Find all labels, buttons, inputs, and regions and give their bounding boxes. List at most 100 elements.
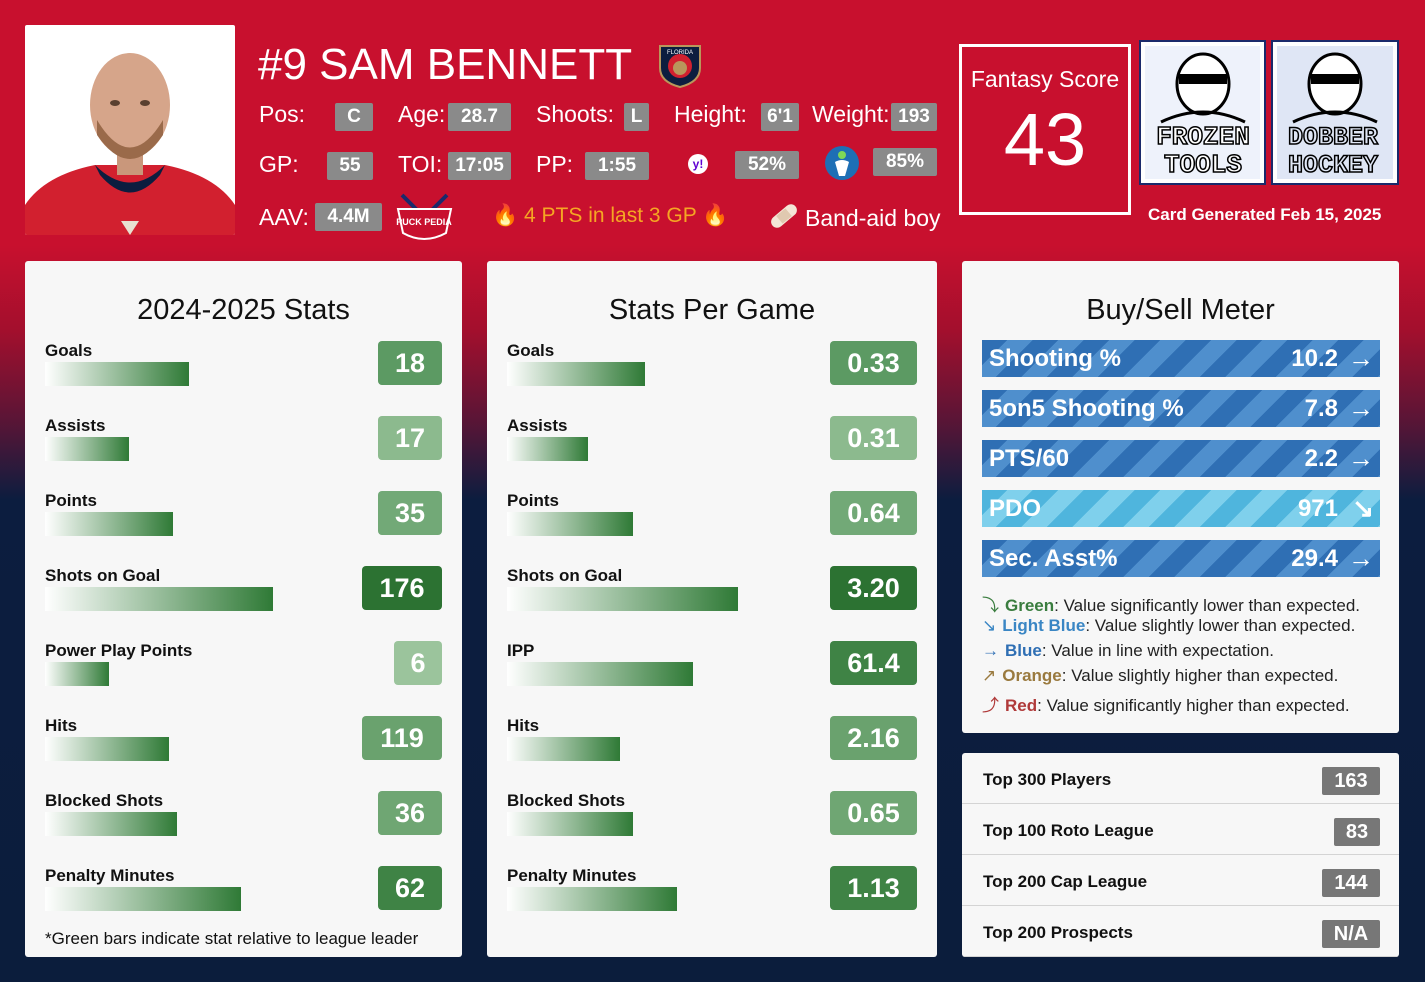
- stat-row: Points 0.64: [507, 491, 917, 561]
- stat-label: Hits: [507, 716, 540, 735]
- stat-bar: [507, 512, 633, 536]
- stat-bar: [507, 662, 693, 686]
- stat-label: Hits: [45, 716, 78, 735]
- legend-item: ⤴ Red: Value significantly higher than ex…: [982, 691, 1350, 716]
- ranking-value-badge: 83: [1334, 818, 1380, 846]
- dobber-hockey-logo[interactable]: DOBBER HOCKEY: [1271, 40, 1399, 185]
- meter-label: PTS/60: [989, 445, 1070, 472]
- stat-row: IPP 61.4: [507, 641, 917, 711]
- player-headshot-icon: [25, 53, 235, 235]
- meter-label: Shooting %: [989, 345, 1121, 372]
- stat-value-badge: 176: [362, 566, 442, 610]
- stat-label: Penalty Minutes: [45, 866, 175, 885]
- svg-text:DOBBER: DOBBER: [1288, 123, 1378, 152]
- shoots-badge: L: [624, 103, 649, 131]
- season-stats-title: 2024-2025 Stats: [137, 294, 350, 326]
- toi-badge: 17:05: [448, 152, 511, 180]
- fantasy-score-box: Fantasy Score 43: [959, 44, 1131, 215]
- stat-label: Power Play Points: [45, 641, 193, 660]
- meter-value: 10.2: [1291, 345, 1338, 372]
- stat-value-badge: 61.4: [830, 641, 917, 685]
- meter-label: Sec. Asst%: [989, 545, 1118, 572]
- hot-streak: 🔥 4 PTS in last 3 GP 🔥: [492, 204, 728, 228]
- trend-arrow-icon: →: [1348, 543, 1374, 573]
- stat-row: Points 35: [45, 491, 442, 561]
- legend-arrow-icon: ⤵: [982, 596, 999, 615]
- trend-arrow-icon: →: [1348, 443, 1374, 473]
- meter-value: 7.8: [1304, 395, 1338, 422]
- meter-label: PDO: [989, 495, 1042, 522]
- meter-value: 2.2: [1304, 445, 1338, 472]
- season-stats-note: *Green bars indicate stat relative to le…: [45, 929, 419, 948]
- ranking-row: Top 200 Prospects N/A: [962, 906, 1399, 957]
- stat-bar: [507, 887, 677, 911]
- stat-label: Assists: [507, 416, 568, 435]
- stat-value-badge: 119: [362, 716, 442, 760]
- stat-row: Goals 0.33: [507, 341, 917, 411]
- pos-label: Pos:: [259, 101, 306, 127]
- stat-row: Hits 119: [45, 716, 442, 786]
- stat-label: Blocked Shots: [45, 791, 164, 810]
- espn-fantasy-icon: [825, 146, 859, 180]
- stat-value-badge: 0.33: [830, 341, 917, 385]
- legend-item: ↗ Orange: Value slightly higher than expe…: [982, 666, 1338, 686]
- dobber-hockey-mascot-icon: DOBBER HOCKEY: [1277, 46, 1393, 181]
- stat-label: Goals: [45, 341, 93, 360]
- frozen-tools-logo[interactable]: FROZEN TOOLS: [1139, 40, 1266, 185]
- stat-row: Shots on Goal 3.20: [507, 566, 917, 636]
- aav-badge: 4.4M: [315, 203, 382, 231]
- legend-text: : Value significantly lower than expecte…: [1054, 596, 1360, 615]
- injury-text: Band-aid boy: [805, 205, 941, 231]
- meter-row: Sec. Asst% 29.4 →: [982, 540, 1380, 577]
- svg-text:PUCK PEDIA: PUCK PEDIA: [396, 217, 452, 227]
- ranking-label: Top 300 Players: [983, 770, 1112, 789]
- stat-row: Goals 18: [45, 341, 442, 411]
- pp-badge: 1:55: [585, 152, 649, 180]
- stat-bar: [45, 662, 109, 686]
- panthers-logo-icon: FLORIDA: [658, 40, 702, 89]
- stat-bar: [45, 887, 241, 911]
- stat-label: Shots on Goal: [45, 566, 161, 585]
- gp-badge: 55: [327, 152, 373, 180]
- meter-row: 5on5 Shooting % 7.8 →: [982, 390, 1380, 427]
- puckpedia-logo-icon[interactable]: PUCK PEDIA: [392, 187, 457, 245]
- stat-value-badge: 0.31: [830, 416, 917, 460]
- stat-row: Penalty Minutes 1.13: [507, 866, 917, 936]
- buy-sell-meter-panel: Buy/Sell Meter Shooting % 10.2 → 5on5 Shoot…: [962, 261, 1399, 733]
- stat-value-badge: 0.65: [830, 791, 917, 835]
- yahoo-icon: y!: [688, 154, 708, 174]
- stat-value-badge: 1.13: [830, 866, 917, 910]
- stat-value-badge: 18: [378, 341, 442, 385]
- stat-row: Shots on Goal 176: [45, 566, 442, 636]
- ranking-row: Top 300 Players 163: [962, 753, 1399, 804]
- ranking-value-badge: 163: [1322, 767, 1380, 795]
- ranking-label: Top 200 Cap League: [983, 872, 1148, 891]
- stat-row: Assists 0.31: [507, 416, 917, 486]
- legend-text: : Value slightly higher than expected.: [1061, 666, 1339, 685]
- stat-bar: [45, 737, 169, 761]
- pos-badge: C: [335, 103, 373, 131]
- legend-item: ↘ Light Blue: Value slightly lower than e…: [982, 616, 1355, 636]
- legend-key: Light Blue: [1002, 616, 1086, 635]
- pp-label: PP:: [536, 151, 574, 177]
- ranking-value-badge: 144: [1322, 869, 1380, 897]
- legend-text: : Value in line with expectation.: [1041, 641, 1274, 660]
- legend-arrow-icon: ⤴: [982, 696, 999, 715]
- trend-arrow-icon: →: [1348, 393, 1374, 423]
- ranking-label: Top 200 Prospects: [983, 923, 1133, 942]
- legend-key: Blue: [1005, 641, 1042, 660]
- ranking-label: Top 100 Roto League: [983, 821, 1154, 840]
- stat-label: Shots on Goal: [507, 566, 623, 585]
- svg-text:FLORIDA: FLORIDA: [667, 50, 693, 56]
- meter-label: 5on5 Shooting %: [989, 395, 1184, 422]
- meter-row: PDO 971 ↘: [982, 490, 1380, 527]
- stat-bar: [507, 362, 645, 386]
- stat-bar: [45, 587, 273, 611]
- ranking-value-badge: N/A: [1322, 920, 1380, 948]
- fantasy-score-label: Fantasy Score: [970, 66, 1120, 92]
- stat-label: Points: [45, 491, 97, 510]
- stat-row: Assists 17: [45, 416, 442, 486]
- stat-value-badge: 0.64: [830, 491, 917, 535]
- stat-value-badge: 6: [394, 641, 442, 685]
- meter-row: PTS/60 2.2 →: [982, 440, 1380, 477]
